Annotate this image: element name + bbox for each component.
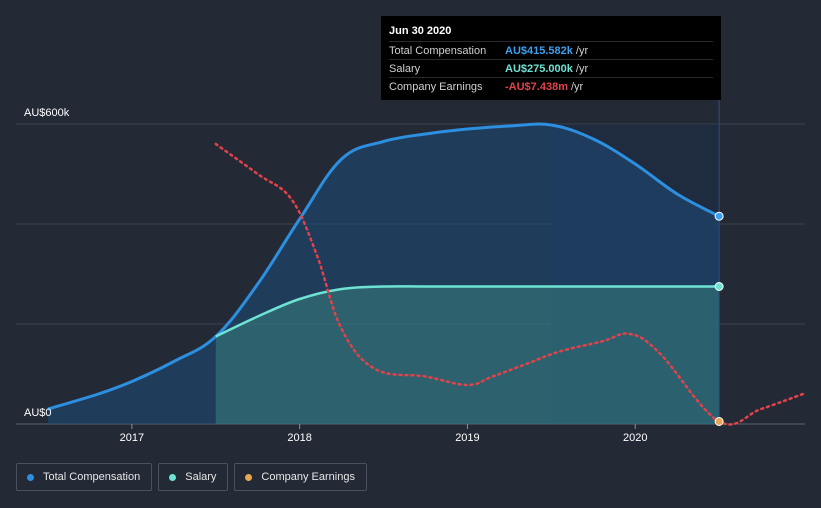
- tooltip-row-salary: Salary AU$275.000k /yr: [389, 59, 713, 77]
- total-compensation-line: [47, 122, 720, 411]
- series-areas: [48, 100, 720, 425]
- total-compensation-area: [48, 124, 720, 425]
- tooltip-label: Company Earnings: [389, 80, 483, 93]
- legend-dot-icon: [27, 473, 34, 481]
- salary-area: [215, 286, 720, 424]
- legend-dot-icon: [245, 473, 253, 481]
- tooltip-unit: /yr: [575, 44, 589, 57]
- tooltip-value: -AU$7.438m: [505, 80, 568, 93]
- tooltip-date: Jun 30 2020: [389, 25, 452, 37]
- tooltip-label: Total Compensation: [389, 44, 487, 57]
- series-markers: [714, 211, 724, 426]
- series-lines: [47, 122, 805, 426]
- legend-dot-icon: [169, 473, 177, 481]
- x-axis-ticks: 2017 2018 2019 2020: [120, 424, 647, 444]
- tooltip-value: AU$275.000k: [505, 62, 573, 75]
- tooltip-label: Salary: [389, 62, 421, 75]
- legend-label: Total Compensation: [43, 471, 141, 483]
- company-earnings-line: [214, 142, 805, 426]
- legend-label: Company Earnings: [261, 471, 355, 483]
- total-compensation-marker: [714, 211, 724, 221]
- y-tick-label-max: AU$600k: [24, 107, 70, 119]
- x-tick-label: 2018: [287, 432, 311, 444]
- x-tick-label: 2020: [623, 432, 647, 444]
- x-tick-label: 2017: [120, 432, 144, 444]
- tooltip-unit: /yr: [570, 80, 584, 93]
- salary-marker: [714, 282, 724, 291]
- legend-item-company-earnings[interactable]: Company Earnings: [234, 463, 367, 491]
- salary-line: [215, 285, 720, 338]
- legend: Total Compensation Salary Company Earnin…: [16, 463, 367, 491]
- tooltip: Jun 30 2020 Total Compensation AU$415.58…: [381, 16, 721, 100]
- tooltip-row-company-earnings: Company Earnings -AU$7.438m /yr: [389, 77, 713, 95]
- tooltip-row-total-compensation: Total Compensation AU$415.582k /yr: [389, 41, 713, 59]
- legend-item-total-compensation[interactable]: Total Compensation: [16, 463, 153, 491]
- x-tick-label: 2019: [455, 432, 479, 444]
- legend-item-salary[interactable]: Salary: [158, 463, 229, 491]
- company-earnings-marker: [714, 417, 724, 426]
- tooltip-unit: /yr: [575, 62, 589, 75]
- compensation-chart: AU$600k AU$0 2017 2018 2019 2020: [16, 100, 805, 444]
- legend-label: Salary: [185, 471, 217, 483]
- y-tick-label-zero: AU$0: [24, 407, 52, 419]
- tooltip-value: AU$415.582k: [505, 44, 573, 57]
